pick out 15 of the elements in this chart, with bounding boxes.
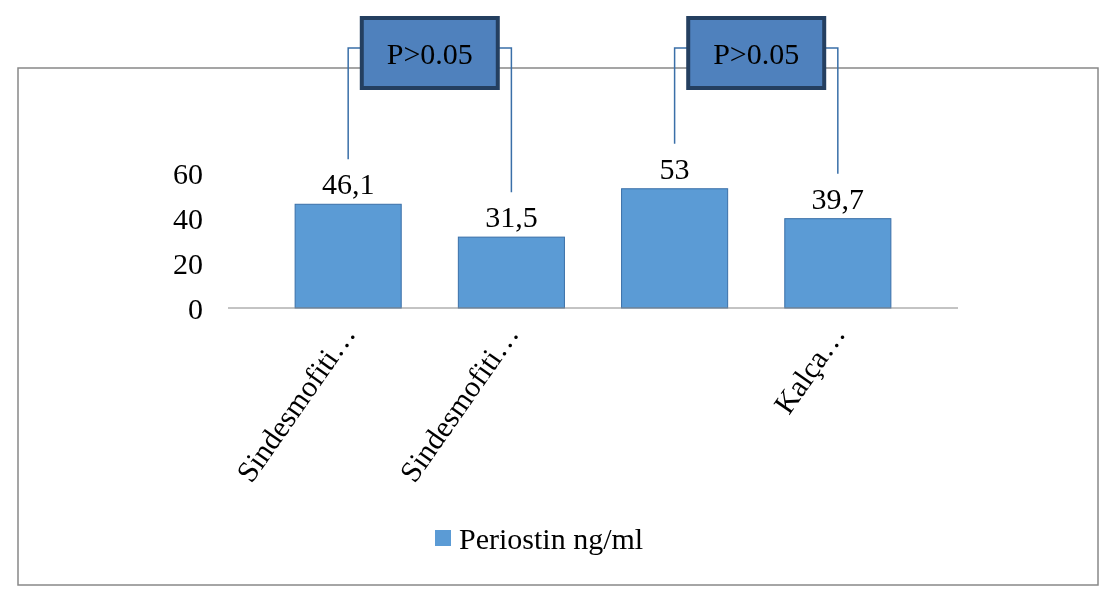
text: P>0.05 <box>713 36 800 70</box>
legend-label: Periostin ng/ml <box>459 521 644 555</box>
bar <box>621 188 729 309</box>
y-tick-label: 20 <box>173 246 203 280</box>
data-label: 31,5 <box>485 200 538 234</box>
text: P>0.05 <box>386 36 473 70</box>
data-label: 53 <box>659 151 690 185</box>
data-label: 46,1 <box>321 167 375 201</box>
bar <box>457 236 565 309</box>
y-tick-label: 40 <box>173 201 203 235</box>
data-label: 39,7 <box>811 181 865 215</box>
y-tick-label: 60 <box>173 156 203 190</box>
bar <box>784 218 892 309</box>
bar <box>294 203 402 309</box>
y-tick-label: 0 <box>188 291 203 325</box>
